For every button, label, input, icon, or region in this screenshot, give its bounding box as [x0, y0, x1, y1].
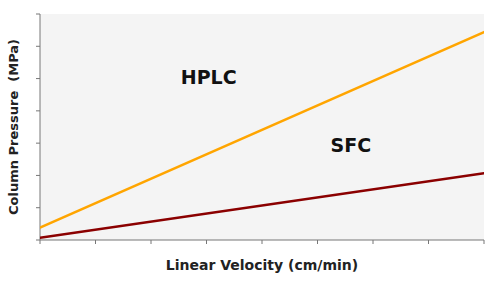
- x-tick: [484, 240, 485, 244]
- x-tick: [95, 240, 96, 244]
- y-tick: [36, 14, 40, 15]
- x-tick: [151, 240, 152, 244]
- y-axis-label: Column Pressure (MPa): [6, 39, 21, 215]
- y-tick: [36, 78, 40, 79]
- y-axis-line: [40, 14, 41, 240]
- series-line: [40, 173, 484, 237]
- x-tick: [428, 240, 429, 244]
- chart: HPLC SFC Linear Velocity (cm/min) Column Pr…: [0, 0, 500, 282]
- x-tick: [262, 240, 263, 244]
- plot-area: [40, 14, 484, 240]
- y-tick: [36, 207, 40, 208]
- ticks: [36, 14, 484, 244]
- y-tick: [36, 240, 40, 241]
- series-group: [40, 32, 484, 238]
- y-tick: [36, 110, 40, 111]
- series-line: [40, 32, 484, 227]
- annotation: SFC: [330, 134, 371, 156]
- y-tick: [36, 143, 40, 144]
- annotation: HPLC: [181, 66, 237, 88]
- x-tick: [40, 240, 41, 244]
- x-tick: [206, 240, 207, 244]
- x-tick: [373, 240, 374, 244]
- y-tick: [36, 175, 40, 176]
- x-axis-label: Linear Velocity (cm/min): [166, 257, 358, 273]
- x-tick: [317, 240, 318, 244]
- y-tick: [36, 46, 40, 47]
